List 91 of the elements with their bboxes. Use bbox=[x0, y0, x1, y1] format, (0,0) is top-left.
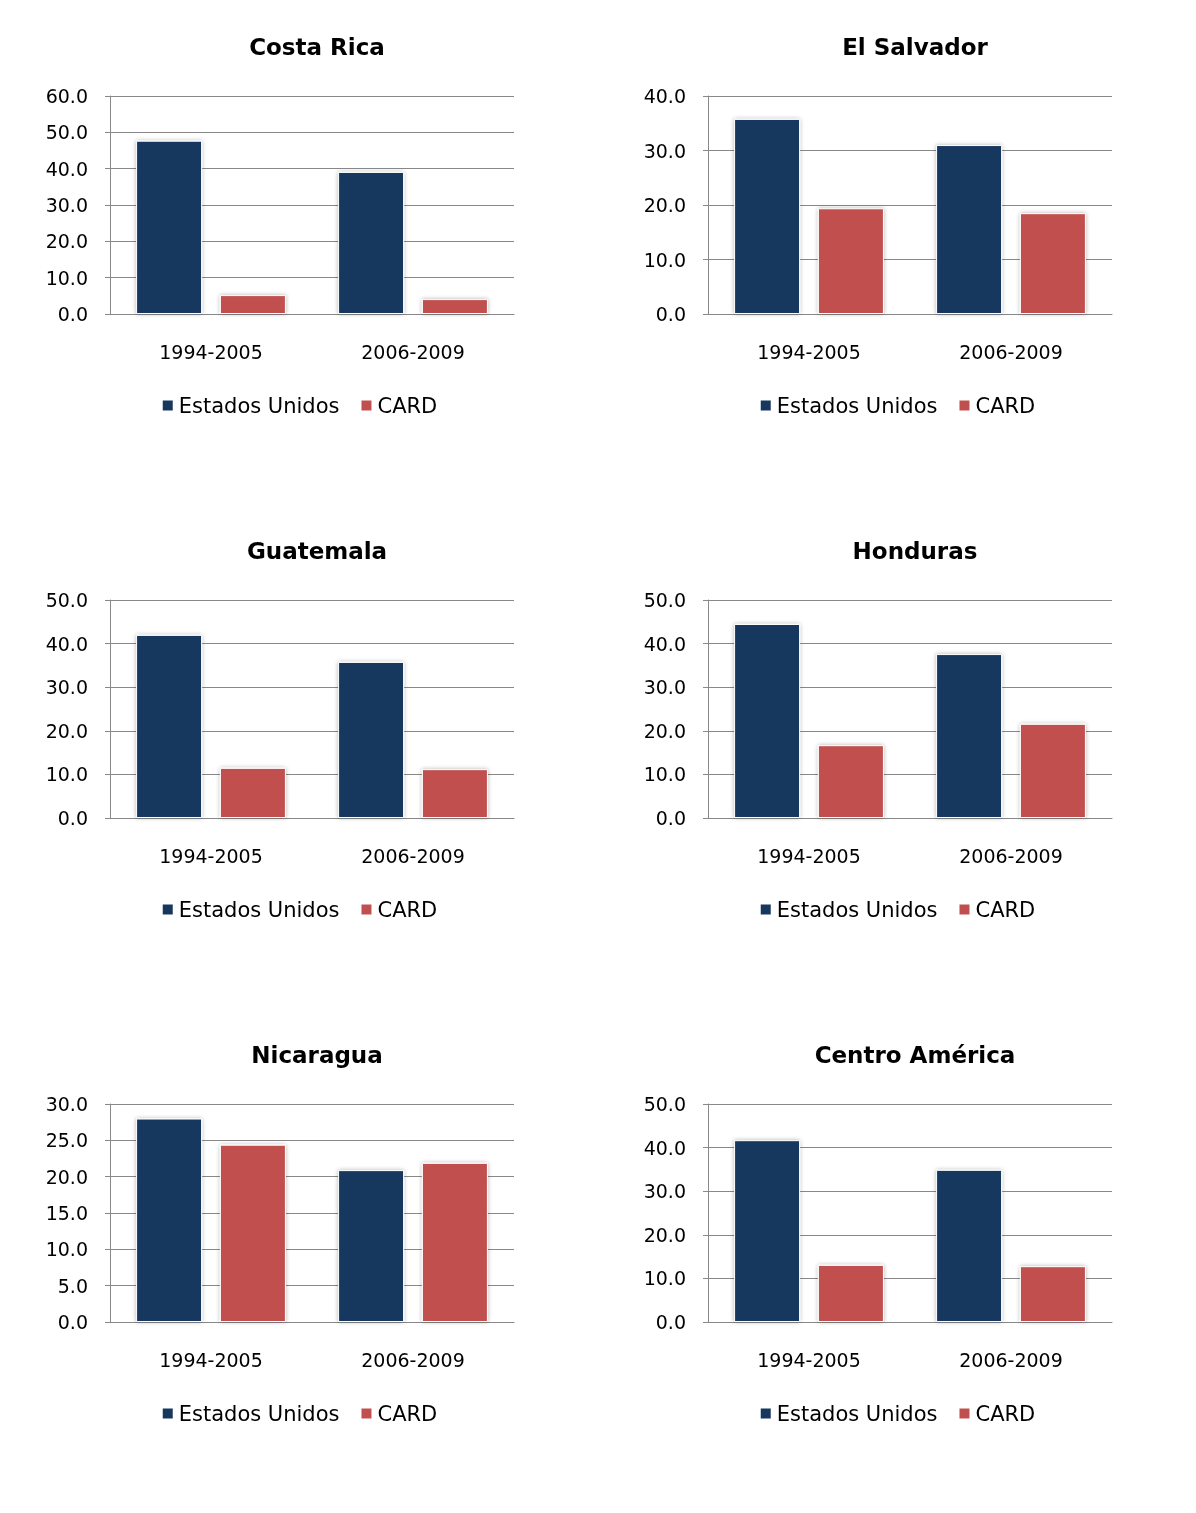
y-tick-label: 40.0 bbox=[45, 632, 88, 655]
x-tick-label: 2006-2009 bbox=[361, 1348, 465, 1371]
y-tick-label: 50.0 bbox=[643, 589, 686, 611]
chart-title: Honduras bbox=[852, 537, 978, 564]
chart-title: Costa Rica bbox=[249, 33, 385, 60]
y-tick-label: 30.0 bbox=[45, 194, 88, 216]
x-tick-label: 1994-2005 bbox=[757, 340, 861, 363]
legend-label: CARD bbox=[377, 897, 438, 922]
y-tick-label: 0.0 bbox=[57, 807, 88, 829]
bar bbox=[734, 118, 801, 314]
y-tick-label: 50.0 bbox=[45, 589, 88, 611]
chart-title: Centro América bbox=[814, 1041, 1016, 1068]
legend-label: CARD bbox=[377, 393, 438, 418]
x-tick-label: 1994-2005 bbox=[159, 1348, 263, 1371]
bar bbox=[219, 767, 286, 818]
bar bbox=[936, 145, 1003, 314]
y-tick-label: 0.0 bbox=[57, 1311, 88, 1333]
y-tick-label: 20.0 bbox=[643, 1223, 686, 1246]
y-tick-label: 5.0 bbox=[57, 1274, 88, 1297]
bar bbox=[338, 171, 405, 314]
legend-label: Estados Unidos bbox=[776, 393, 938, 418]
y-tick-label: 20.0 bbox=[45, 719, 88, 742]
y-tick-label: 30.0 bbox=[643, 676, 686, 699]
y-tick-label: 30.0 bbox=[45, 676, 88, 699]
y-tick-label: 40.0 bbox=[45, 157, 88, 180]
y-tick-label: 20.0 bbox=[643, 719, 686, 742]
bar bbox=[421, 1162, 488, 1322]
bar bbox=[1019, 213, 1086, 314]
y-tick-label: 0.0 bbox=[655, 1311, 686, 1333]
bar bbox=[136, 1118, 203, 1322]
y-tick-label: 10.0 bbox=[45, 763, 88, 786]
bar bbox=[421, 769, 488, 818]
legend-label: Estados Unidos bbox=[776, 897, 938, 922]
x-tick-label: 1994-2005 bbox=[159, 340, 263, 363]
y-tick-label: 60.0 bbox=[45, 85, 88, 107]
y-tick-label: 30.0 bbox=[643, 1180, 686, 1203]
bar bbox=[817, 745, 884, 818]
legend-label: Estados Unidos bbox=[178, 897, 340, 922]
x-tick-label: 2006-2009 bbox=[361, 844, 465, 867]
bar bbox=[1019, 1266, 1086, 1322]
y-tick-label: 40.0 bbox=[643, 85, 686, 107]
y-tick-label: 10.0 bbox=[643, 1267, 686, 1290]
y-tick-label: 10.0 bbox=[45, 266, 88, 289]
y-tick-label: 0.0 bbox=[655, 303, 686, 325]
y-tick-label: 30.0 bbox=[45, 1093, 88, 1115]
y-tick-label: 0.0 bbox=[655, 807, 686, 829]
y-tick-label: 40.0 bbox=[643, 632, 686, 655]
y-tick-label: 0.0 bbox=[57, 303, 88, 325]
y-tick-label: 20.0 bbox=[643, 194, 686, 216]
bar bbox=[1019, 723, 1086, 818]
chart-title: Nicaragua bbox=[251, 1041, 383, 1068]
x-tick-label: 2006-2009 bbox=[959, 340, 1063, 363]
x-tick-label: 1994-2005 bbox=[159, 844, 263, 867]
legend-label: CARD bbox=[975, 393, 1036, 418]
x-tick-label: 1994-2005 bbox=[757, 844, 861, 867]
x-tick-label: 2006-2009 bbox=[959, 844, 1063, 867]
y-tick-label: 10.0 bbox=[45, 1238, 88, 1261]
bar bbox=[338, 661, 405, 818]
y-tick-label: 15.0 bbox=[45, 1202, 88, 1224]
bar bbox=[936, 654, 1003, 818]
x-tick-label: 2006-2009 bbox=[959, 1348, 1063, 1371]
bar bbox=[136, 634, 203, 818]
bar bbox=[734, 1140, 801, 1322]
bar bbox=[817, 1264, 884, 1322]
legend-label: CARD bbox=[377, 1401, 438, 1426]
y-tick-label: 50.0 bbox=[45, 121, 88, 144]
y-tick-label: 20.0 bbox=[45, 230, 88, 253]
y-tick-label: 10.0 bbox=[643, 248, 686, 271]
legend-label: CARD bbox=[975, 1401, 1036, 1426]
y-tick-label: 10.0 bbox=[643, 763, 686, 786]
y-tick-label: 30.0 bbox=[643, 139, 686, 162]
bar bbox=[338, 1170, 405, 1322]
x-tick-label: 1994-2005 bbox=[757, 1348, 861, 1371]
bar bbox=[817, 208, 884, 314]
legend-label: CARD bbox=[975, 897, 1036, 922]
y-tick-label: 50.0 bbox=[643, 1093, 686, 1115]
bar bbox=[421, 299, 488, 314]
bar bbox=[219, 295, 286, 314]
legend-label: Estados Unidos bbox=[776, 1401, 938, 1426]
legend-label: Estados Unidos bbox=[178, 1401, 340, 1426]
y-tick-label: 40.0 bbox=[643, 1136, 686, 1159]
x-tick-label: 2006-2009 bbox=[361, 340, 465, 363]
chart-title: Guatemala bbox=[246, 537, 388, 564]
bar bbox=[219, 1144, 286, 1322]
y-tick-label: 25.0 bbox=[45, 1129, 88, 1152]
chart-title: El Salvador bbox=[842, 33, 989, 60]
y-tick-label: 20.0 bbox=[45, 1165, 88, 1188]
legend-label: Estados Unidos bbox=[178, 393, 340, 418]
bar bbox=[136, 140, 203, 314]
bar bbox=[936, 1169, 1003, 1322]
bar bbox=[734, 623, 801, 818]
